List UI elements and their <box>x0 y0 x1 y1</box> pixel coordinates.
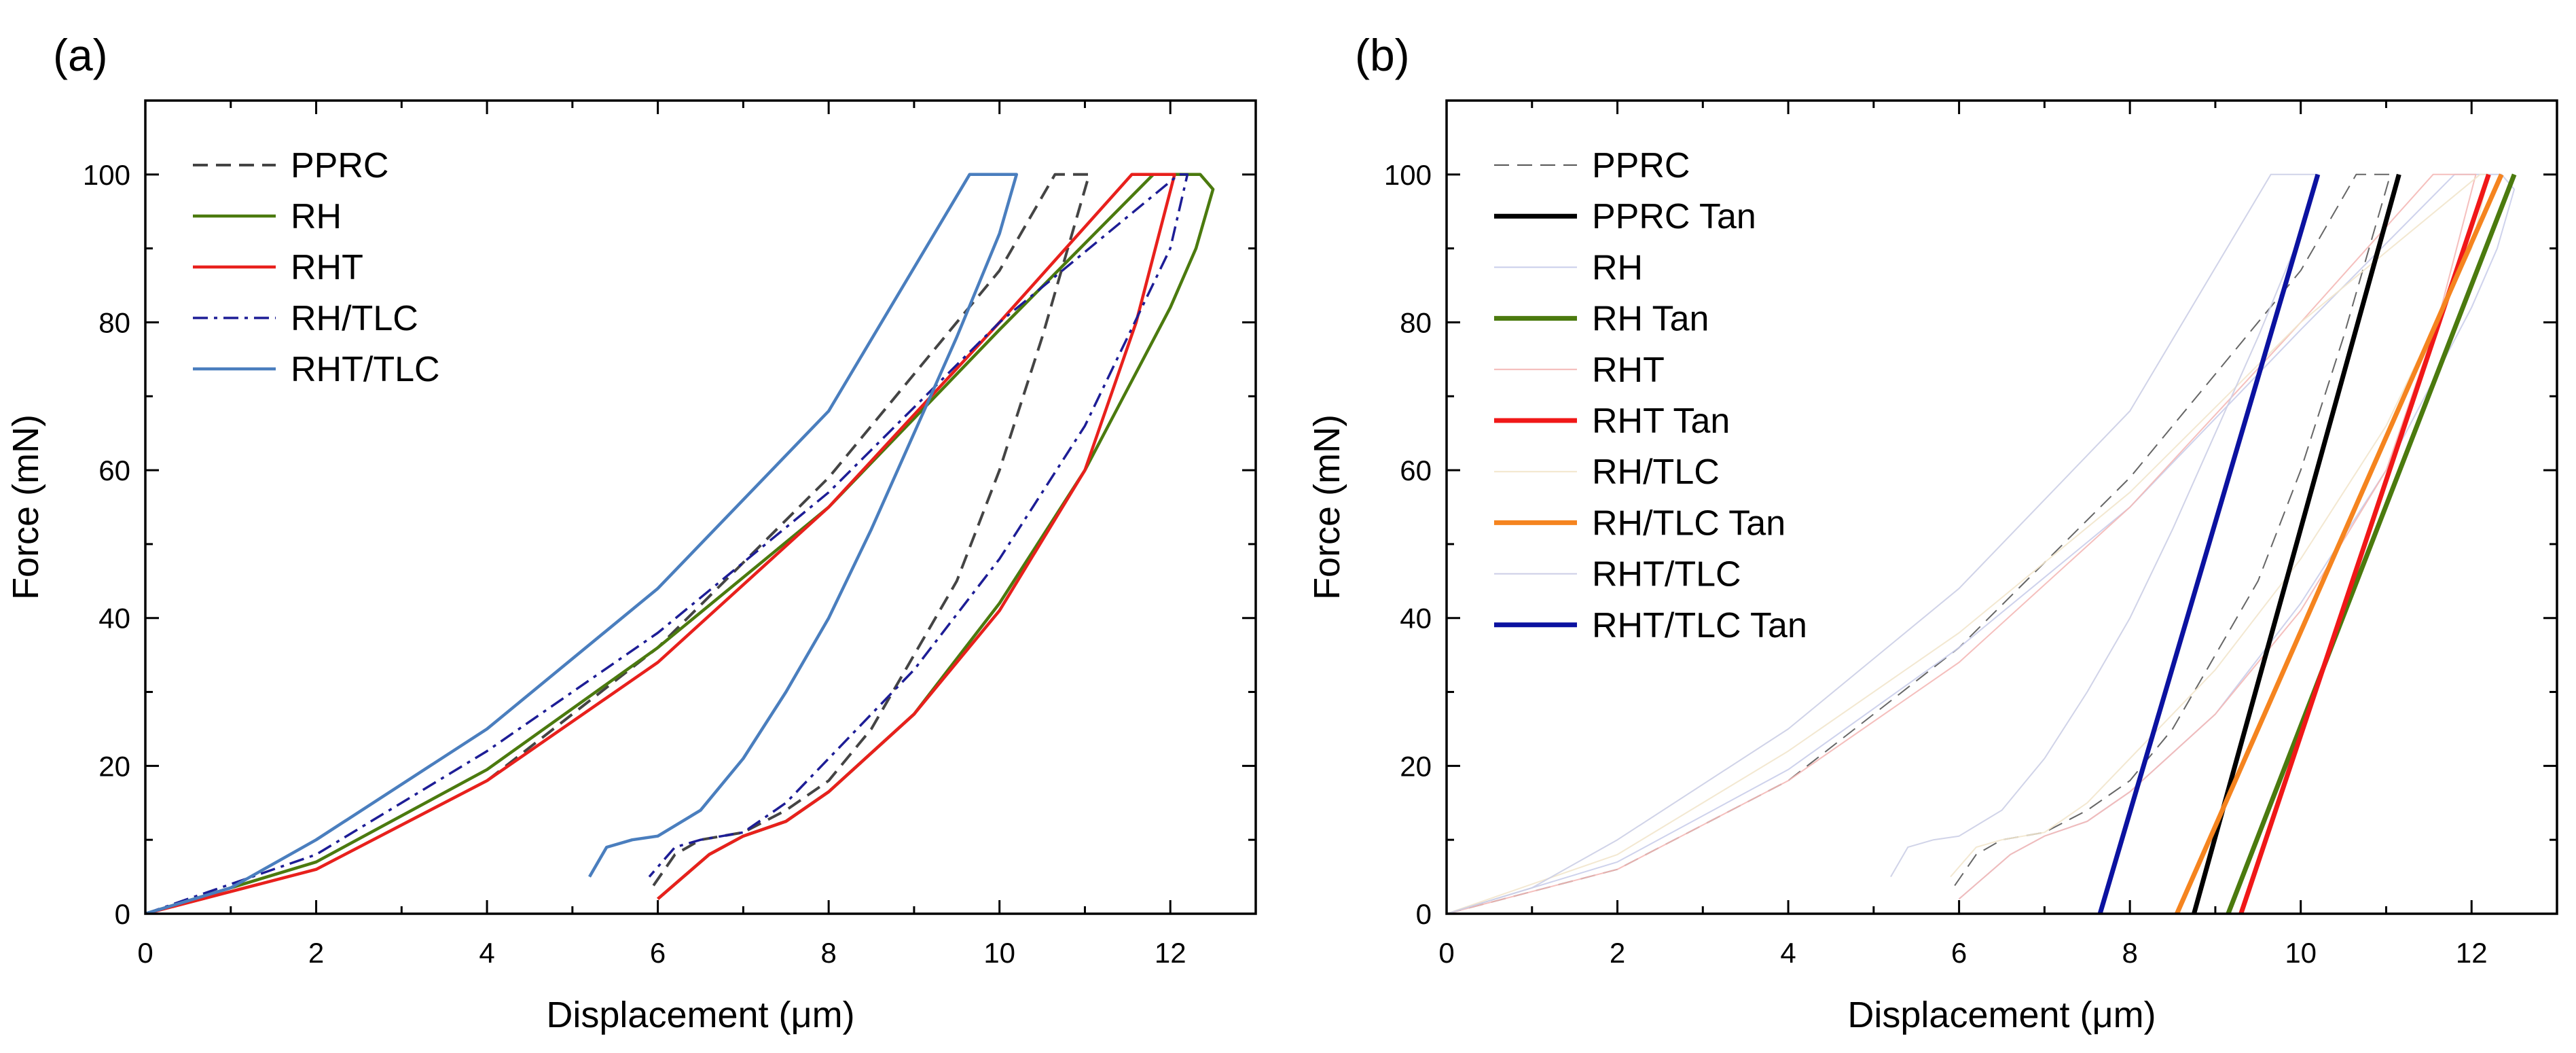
legend-entry: RHT <box>1592 351 1665 390</box>
x-tick-label: 12 <box>1155 937 1186 969</box>
x-tick-label: 10 <box>2285 937 2317 969</box>
plot-frame <box>1445 99 2558 915</box>
legend-entry: PPRC <box>291 146 388 185</box>
y-tick-label: 0 <box>1416 898 1432 930</box>
tangent-line-rh-tlc-tan <box>2175 173 2504 914</box>
plot-area <box>1447 173 2517 914</box>
legend-entry: RH <box>291 197 342 236</box>
y-axis-label: Force (mN) <box>1307 414 1347 600</box>
y-tick-label: 100 <box>1384 159 1432 191</box>
legend: PPRC RH RHT RH/TLC RHT/TLC <box>193 146 440 389</box>
x-tick-label: 10 <box>983 937 1015 969</box>
x-tick-label: 6 <box>1951 937 1967 969</box>
legend: PPRC PPRC Tan RH RH Tan RHT RHT Tan RH/TLC RH/T… <box>1494 146 1807 645</box>
x-tick-label: 12 <box>2456 937 2488 969</box>
series-line-rht <box>1447 173 2477 914</box>
series-line-pprc <box>1447 173 2391 914</box>
tangent-line-rht-tlc-tan <box>2097 173 2321 914</box>
legend-entry: RHT/TLC <box>1592 555 1741 594</box>
legend-entry: PPRC Tan <box>1592 197 1756 236</box>
y-tick-label: 60 <box>1400 454 1432 486</box>
series-line-rh-tlc <box>145 173 1189 914</box>
y-tick-label: 60 <box>98 454 130 486</box>
series-line-pprc <box>145 173 1091 914</box>
y-tick-label: 80 <box>1400 306 1432 338</box>
y-axis-label: Force (mN) <box>5 414 46 600</box>
series-line-rht-tlc <box>145 173 1019 914</box>
y-tick-label: 0 <box>115 898 130 930</box>
series-line-rht-tlc <box>1447 173 2319 914</box>
legend-entry: RHT Tan <box>1592 401 1730 441</box>
y-tick-label: 40 <box>1400 603 1432 635</box>
panel-label: (a) <box>53 30 108 80</box>
y-tick-label: 20 <box>98 750 130 782</box>
x-tick-label: 8 <box>820 937 836 969</box>
x-tick-label: 2 <box>308 937 324 969</box>
panel-b: (b) 0 2 4 6 8 10 12 0 20 40 60 80 100 Displacement (μm… <box>1307 30 2558 1035</box>
y-tick-label: 20 <box>1400 750 1432 782</box>
plot-area <box>145 173 1215 914</box>
x-tick-label: 4 <box>1780 937 1796 969</box>
y-tick-label: 40 <box>98 603 130 635</box>
x-tick-label: 8 <box>2122 937 2137 969</box>
x-tick-label: 2 <box>1610 937 1625 969</box>
legend-entry: RHT <box>291 248 363 287</box>
legend-entry: RH Tan <box>1592 300 1709 339</box>
x-axis-label: Displacement (μm) <box>546 995 854 1035</box>
series-line-rht <box>145 173 1176 914</box>
x-tick-label: 6 <box>650 937 666 969</box>
x-tick-label: 4 <box>479 937 494 969</box>
y-tick-label: 100 <box>83 159 130 191</box>
x-tick-label: 0 <box>1438 937 1454 969</box>
plot-frame <box>144 99 1257 915</box>
tangent-line-rh-tan <box>2226 173 2517 914</box>
legend-entry: RH/TLC Tan <box>1592 503 1785 543</box>
legend-entry: RH/TLC <box>1592 452 1720 492</box>
x-axis-label: Displacement (μm) <box>1847 995 2156 1035</box>
legend-entry: RH <box>1592 248 1643 287</box>
y-tick-label: 80 <box>98 306 130 338</box>
panel-a: (a) 0 2 4 6 8 10 12 0 20 40 60 80 100 Displacement (μm… <box>5 30 1257 1035</box>
panel-label: (b) <box>1355 30 1410 80</box>
tangent-line-pprc-tan <box>2192 173 2401 914</box>
x-tick-label: 0 <box>137 937 153 969</box>
legend-entry: PPRC <box>1592 146 1690 185</box>
legend-entry: RH/TLC <box>291 299 418 338</box>
legend-entry: RHT/TLC <box>291 350 440 389</box>
legend-entry: RHT/TLC Tan <box>1592 606 1807 645</box>
